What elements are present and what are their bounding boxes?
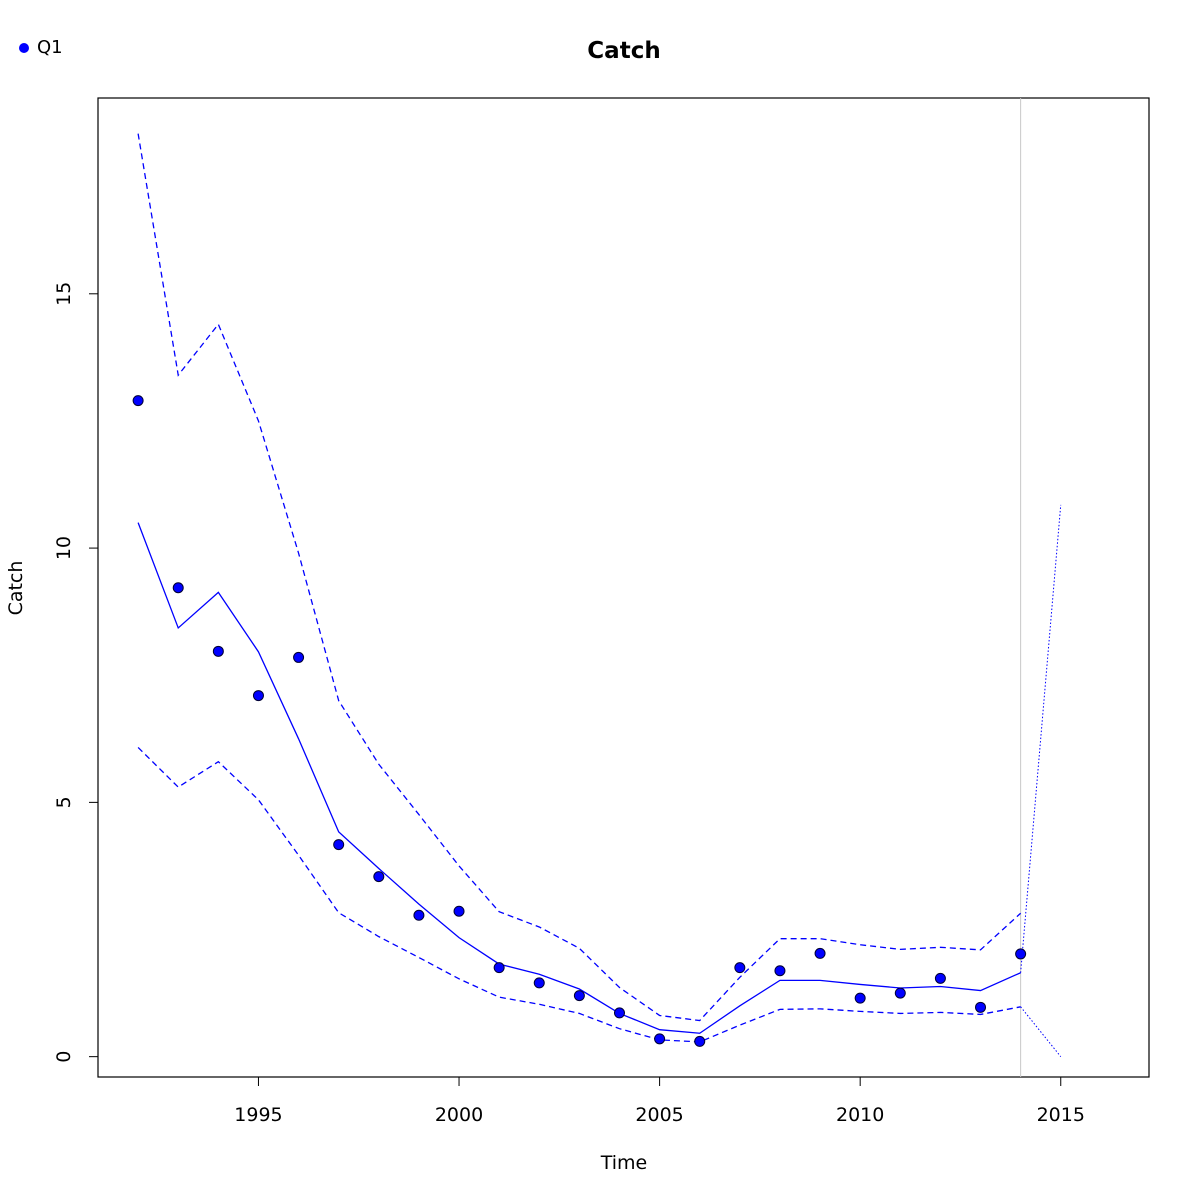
point-2005: [654, 1033, 666, 1045]
forecast-upper-line: [1020, 504, 1062, 973]
point-2008: [774, 965, 786, 977]
point-1995: [252, 690, 264, 702]
point-1992: [132, 395, 144, 407]
series-lines: [137, 133, 1062, 1057]
point-2013: [975, 1001, 987, 1013]
lower-bound-line: [137, 746, 1021, 1043]
point-2003: [573, 990, 585, 1002]
upper-bound-line: [137, 133, 1022, 1022]
point-2014: [1015, 948, 1027, 960]
legend: Q1: [19, 37, 63, 58]
point-2012: [934, 972, 946, 984]
plot-frame: [97, 97, 1150, 1078]
point-2011: [894, 987, 906, 999]
series-points: [132, 395, 1027, 1047]
x-tick-label-1995: 1995: [234, 1104, 282, 1126]
chart-title: Catch: [587, 38, 660, 64]
point-2004: [613, 1007, 625, 1019]
legend-label-q1: Q1: [37, 37, 63, 58]
x-axis: 1995 2000 2005 2010 2015: [234, 1077, 1085, 1126]
x-tick-label-2015: 2015: [1037, 1104, 1085, 1126]
y-axis-label: Catch: [5, 561, 27, 616]
fitted-line: [137, 522, 1021, 1034]
point-2009: [814, 947, 826, 959]
x-tick-label-2005: 2005: [635, 1104, 683, 1126]
point-2002: [533, 977, 545, 989]
point-2010: [854, 992, 866, 1004]
x-tick-label-2010: 2010: [836, 1104, 884, 1126]
y-tick-label-10: 10: [53, 536, 75, 560]
point-1996: [293, 651, 305, 663]
y-tick-label-0: 0: [53, 1051, 75, 1063]
y-axis: 0 5 10 15: [53, 282, 98, 1063]
y-tick-label-5: 5: [53, 796, 75, 808]
point-1993: [172, 582, 184, 594]
y-tick-label-15: 15: [53, 282, 75, 306]
point-2006: [694, 1035, 706, 1047]
point-2001: [493, 962, 505, 974]
forecast-lower-line: [1020, 1006, 1062, 1057]
x-axis-label: Time: [600, 1152, 648, 1174]
point-1997: [333, 839, 345, 851]
point-2000: [453, 905, 465, 917]
point-1994: [212, 645, 224, 657]
legend-marker-q1: [19, 43, 29, 53]
point-2007: [734, 962, 746, 974]
x-tick-label-2000: 2000: [435, 1104, 483, 1126]
point-1999: [413, 909, 425, 921]
point-1998: [373, 871, 385, 883]
